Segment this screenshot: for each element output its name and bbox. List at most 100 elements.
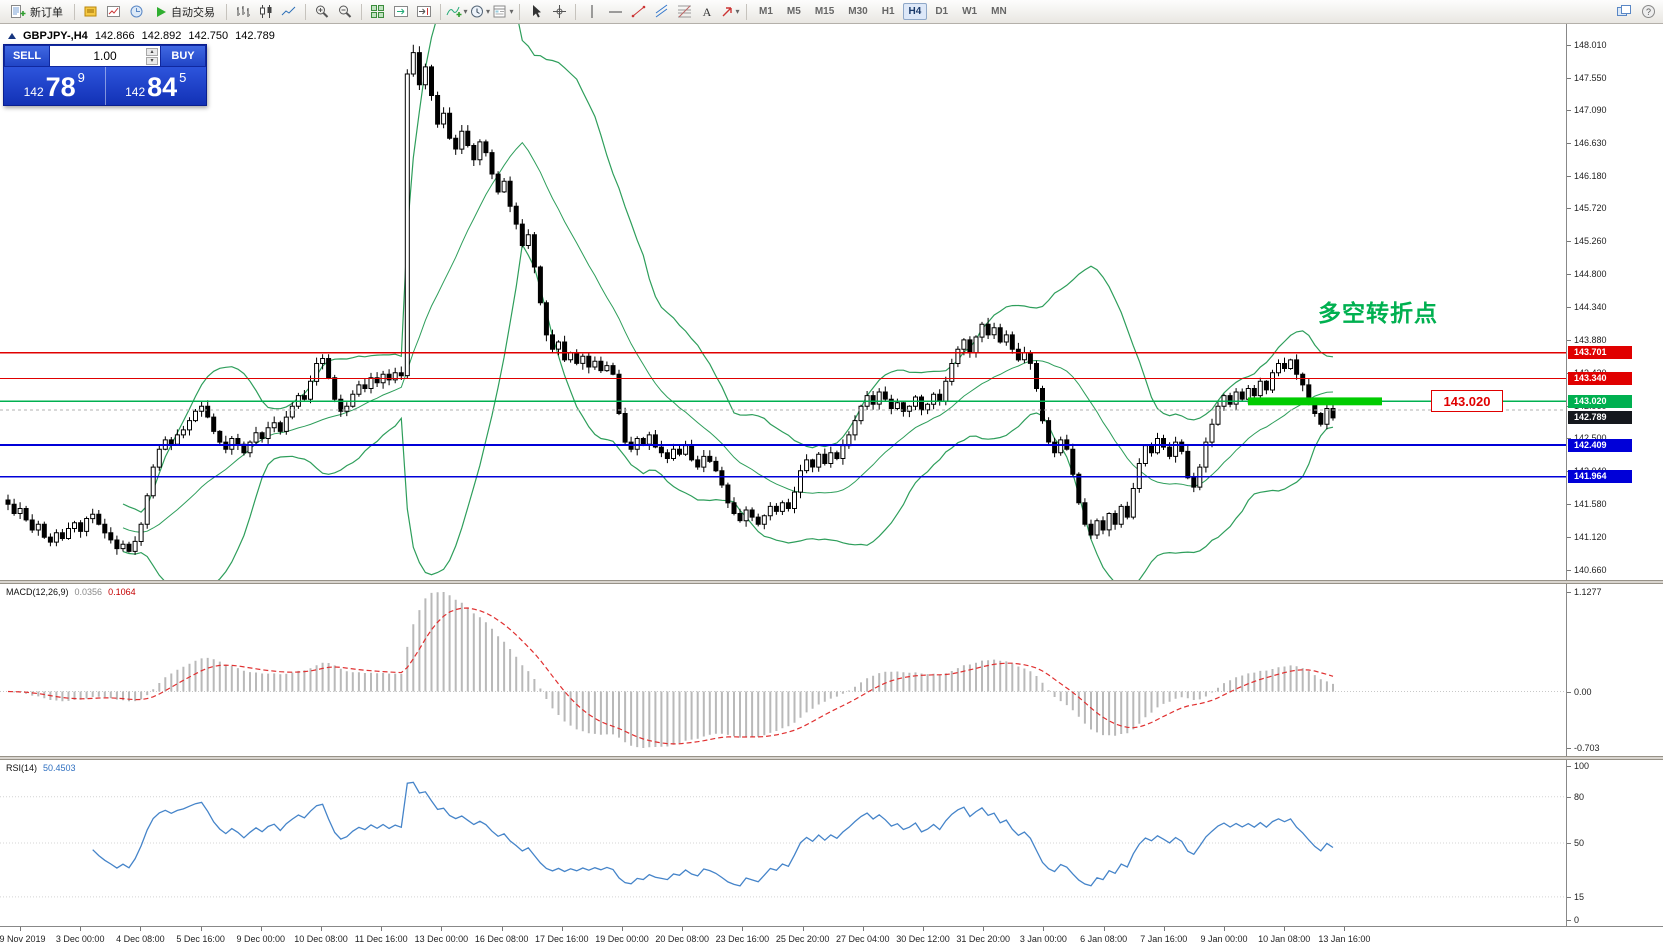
one-click-collapse-arrow[interactable] <box>8 33 16 39</box>
arrange-windows-button[interactable] <box>1613 2 1635 22</box>
ohlc-high: 142.892 <box>141 30 182 42</box>
tab-timeframe-d1[interactable]: D1 <box>935 6 949 17</box>
rsi-label: RSI(14) 50.4503 <box>6 763 76 773</box>
autotrading-play-icon <box>157 6 166 17</box>
metaeditor-button[interactable] <box>80 2 102 22</box>
zoom-out-icon <box>339 5 352 18</box>
time-axis-tick <box>1224 927 1225 931</box>
rsi-scale-label: 80 <box>1574 791 1585 802</box>
tab-timeframe-w1[interactable]: W1 <box>962 6 978 17</box>
indicators-button[interactable] <box>446 2 468 22</box>
panel-separator[interactable] <box>0 580 1663 584</box>
buy-price-display[interactable]: 142 84 5 <box>106 67 207 105</box>
panel-separator[interactable] <box>0 756 1663 760</box>
tab-timeframe-h4[interactable]: H4 <box>902 3 928 20</box>
price-level-badge: 142.789 <box>1568 411 1632 425</box>
cursor-button[interactable] <box>525 2 547 22</box>
auto-scroll-button[interactable] <box>390 2 412 22</box>
trendline-icon <box>631 5 645 18</box>
volume-increase-button[interactable] <box>146 48 158 56</box>
price-scale-label: 148.010 <box>1574 39 1607 50</box>
new-order-icon <box>11 5 26 18</box>
time-axis-label: 4 Dec 08:00 <box>116 934 165 944</box>
time-axis-tick <box>1284 927 1286 931</box>
zoom-out-button[interactable] <box>334 2 356 22</box>
profiles-button[interactable] <box>126 2 148 22</box>
price-level-badge: 143.020 <box>1568 394 1632 408</box>
buy-price-pips: 84 <box>147 72 178 102</box>
price-scale-tick <box>1567 77 1571 79</box>
toolbar: 新订单 自动交易 A M1M <box>0 0 1663 24</box>
sell-button[interactable]: SELL <box>4 45 50 67</box>
macd-main-value: 0.0356 <box>74 587 103 597</box>
volume-field[interactable]: 1.00 <box>50 45 160 67</box>
tab-timeframe-h1[interactable]: H1 <box>881 6 895 17</box>
rsi-panel-canvas[interactable] <box>0 760 1566 926</box>
time-axis-label: 3 Dec 00:00 <box>55 934 105 944</box>
line-chart-icon <box>281 6 296 16</box>
sell-price-big-figure: 142 <box>23 85 44 99</box>
tab-timeframe-mn[interactable]: MN <box>991 6 1007 17</box>
line-chart-button[interactable] <box>278 2 300 22</box>
svg-text:A: A <box>703 5 712 19</box>
tab-timeframe-m30[interactable]: M30 <box>848 6 868 17</box>
time-axis-label: 5 Dec 16:00 <box>176 934 225 944</box>
macd-scale-tick <box>1567 691 1571 693</box>
arrange-windows-icon <box>1617 5 1631 16</box>
price-scale-tick <box>1567 339 1571 341</box>
volume-decrease-button[interactable] <box>146 57 158 65</box>
chart-title: GBPJPY-,H4 142.866 142.892 142.750 142.7… <box>8 30 275 42</box>
buy-button[interactable]: BUY <box>160 45 206 67</box>
time-axis-label: 7 Jan 16:00 <box>1140 934 1188 944</box>
crosshair-button[interactable] <box>548 2 570 22</box>
price-scale-label: 144.340 <box>1574 302 1607 312</box>
new-order-button[interactable]: 新订单 <box>4 2 69 22</box>
time-axis-label: 20 Dec 08:00 <box>655 934 709 944</box>
main-chart-canvas[interactable] <box>0 24 1566 580</box>
arrows-button[interactable] <box>719 2 741 22</box>
ohlc-open: 142.866 <box>94 30 135 42</box>
vertical-line-button[interactable] <box>581 2 603 22</box>
zoom-in-button[interactable] <box>311 2 333 22</box>
sell-price-point: 9 <box>77 70 85 85</box>
indicators-icon <box>447 6 462 17</box>
bar-chart-button[interactable] <box>232 2 254 22</box>
macd-histogram <box>13 592 1334 748</box>
candlestick-chart-button[interactable] <box>255 2 277 22</box>
price-level-tag[interactable]: 143.020 <box>1431 390 1503 412</box>
rsi-scale-label: 100 <box>1574 761 1590 771</box>
time-axis-tick <box>1043 927 1045 931</box>
trendline-button[interactable] <box>627 2 649 22</box>
horizontal-line-button[interactable] <box>604 2 626 22</box>
ohlc-low: 142.750 <box>188 30 229 42</box>
help-button[interactable]: ? <box>1637 2 1659 22</box>
price-scale[interactable]: 148.010 147.550 147.090 146.630 146.180 145.7… <box>1566 24 1663 926</box>
templates-button[interactable] <box>492 2 514 22</box>
periods-button[interactable] <box>469 2 491 22</box>
new-chart-button[interactable] <box>103 2 125 22</box>
tab-timeframe-m15[interactable]: M15 <box>814 6 835 17</box>
time-axis[interactable]: 29 Nov 2019 3 Dec 00:00 4 Dec 08:00 5 Dec 1… <box>0 926 1663 949</box>
volume-spinner <box>146 48 158 65</box>
rsi-scale-tick <box>1567 843 1571 844</box>
autotrading-button[interactable]: 自动交易 <box>149 2 221 22</box>
channel-button[interactable] <box>650 2 672 22</box>
price-scale-tick <box>1567 44 1571 46</box>
time-axis-label: 13 Jan 16:00 <box>1318 934 1371 944</box>
autotrading-label: 自动交易 <box>171 6 215 19</box>
sell-price-display[interactable]: 142 78 9 <box>4 67 105 105</box>
tab-timeframe-m1[interactable]: M1 <box>759 6 773 17</box>
fibonacci-button[interactable] <box>673 2 695 22</box>
chart-shift-button[interactable] <box>413 2 435 22</box>
price-scale-tick <box>1567 208 1571 210</box>
time-axis-tick <box>20 927 21 931</box>
text-button[interactable]: A <box>696 2 718 22</box>
macd-panel-canvas[interactable] <box>0 584 1566 756</box>
templates-icon <box>493 5 506 18</box>
tile-windows-button[interactable] <box>367 2 389 22</box>
highlight-rectangle[interactable] <box>1248 397 1382 406</box>
rsi-name: RSI(14) <box>6 763 38 773</box>
time-axis-tick <box>260 927 262 931</box>
time-axis-label: 30 Dec 12:00 <box>896 934 950 944</box>
tab-timeframe-m5[interactable]: M5 <box>786 6 801 17</box>
